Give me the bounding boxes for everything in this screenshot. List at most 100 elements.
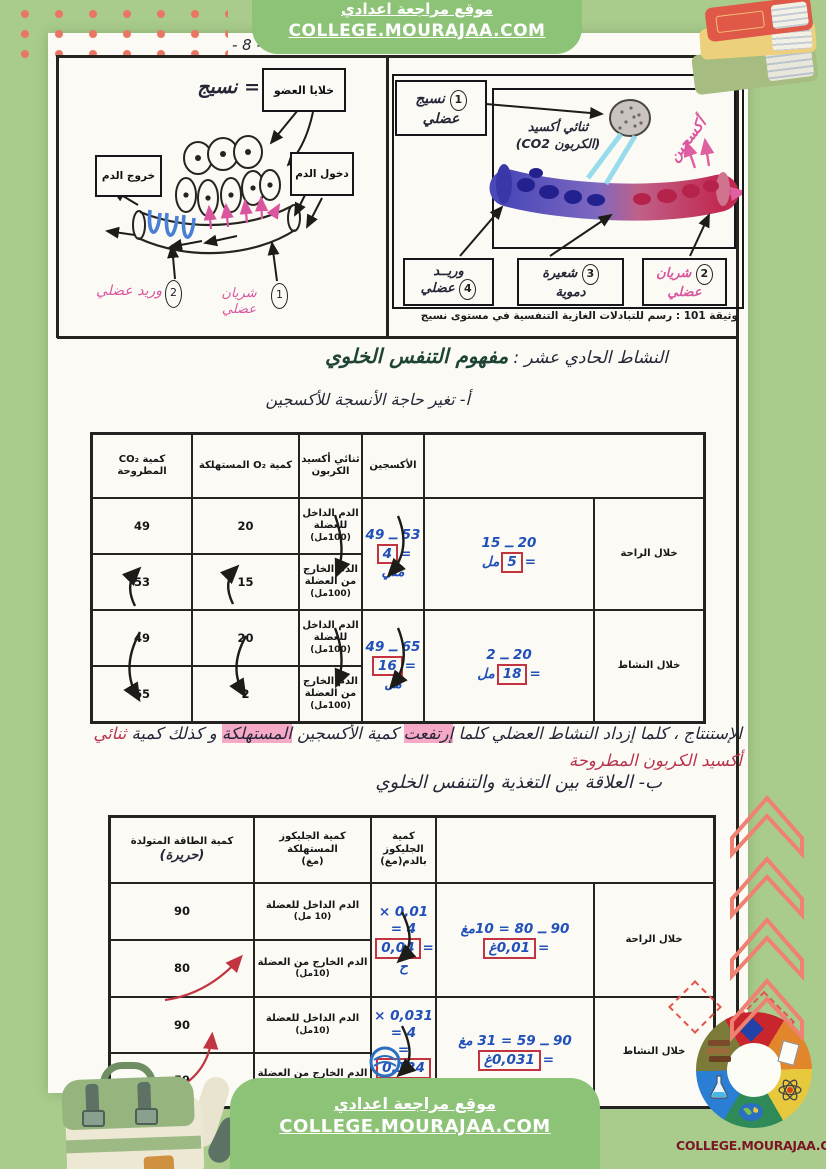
capillary-diagram-drawing xyxy=(459,99,742,257)
t1-rowlabel-rest: خلال الراحة xyxy=(594,498,704,610)
t1-value-co2-in-act: 49 xyxy=(92,610,192,666)
buckle xyxy=(135,1108,158,1125)
t2-header-empty xyxy=(436,817,714,883)
t1-value-co2-out-act: 65 xyxy=(92,666,192,722)
tissue-annotation: = نسيج xyxy=(197,76,260,98)
number-3-badge: 3 xyxy=(581,264,599,285)
frame-line-top xyxy=(57,55,737,58)
number-2-badge: 2 xyxy=(695,264,713,285)
frame-line-right xyxy=(736,55,739,1040)
cells-of-organ-label: خلايا العضو xyxy=(273,83,335,97)
footer-site-url: COLLEGE.MOURAJAA.COM xyxy=(279,1116,551,1137)
conclusion-paragraph: الإستنتاج ، كلما إزداد النشاط العضلي كلم… xyxy=(93,724,742,770)
t1-calc-o2-rest: 20 ــ 15 =5مل xyxy=(424,498,594,610)
cell-nuclei xyxy=(183,149,273,201)
footer-banner: موقع مراجعة اعدادي COLLEGE.MOURAJAA.COM xyxy=(230,1078,600,1169)
t1-value-o2-in-rest: 20 xyxy=(192,498,299,554)
t1-calc-o2-activity: 20 ــ 2 =18مل xyxy=(424,610,594,722)
chevron-up-icon xyxy=(730,977,804,1043)
blood-entry-label-box: دخول الدم xyxy=(290,152,354,196)
muscle-tissue-blob xyxy=(609,99,651,137)
t2-value-glu-in-rest: 90 xyxy=(110,883,254,940)
o2-pink-arrows xyxy=(203,195,281,230)
number-1-badge: 1 xyxy=(271,283,288,309)
highlighted-word: المستهلكة xyxy=(221,724,292,743)
notepad-icon xyxy=(777,1040,800,1066)
pointer-arrows xyxy=(459,103,710,257)
capillary-tube xyxy=(489,169,739,221)
deoxygenated-cells xyxy=(517,168,605,206)
t1-sublabel: الدم الداخل للعضلة (100مل) xyxy=(299,610,362,666)
vein-annotation: وريد عضلي xyxy=(95,283,162,299)
number-4-badge: 4 xyxy=(459,279,477,300)
globe-icon xyxy=(739,1103,763,1121)
logo-site-url: COLLEGE.MOURAJAA.COM xyxy=(676,1138,826,1153)
books-icon xyxy=(708,1040,730,1046)
t1-sublabel: الدم الداخل للعضلة (100مل) xyxy=(299,498,362,554)
t2-header-energy: كمية الطاقة المتولدة (حريرة) xyxy=(110,817,254,883)
tube-right-cap xyxy=(716,172,730,206)
muscle-tissue-label-box: 1 نسيج عضلي xyxy=(395,80,487,136)
highlighted-word: إرتفعت xyxy=(403,724,454,743)
t2-value-glu-in-act: 90 xyxy=(110,997,254,1053)
blood-entry-label: دخول الدم xyxy=(295,168,349,180)
conclusion-intro: الإستنتاج ، xyxy=(672,724,742,743)
t1-value-o2-in-act: 20 xyxy=(192,610,299,666)
t2-header-glucose-blood: كمية الجليكوز بالدم(مغ) xyxy=(371,817,436,883)
t1-header-o2: الأكسجين xyxy=(362,434,424,498)
header-banner: موقع مراجعة اعدادي COLLEGE.MOURAJAA.COM xyxy=(252,0,582,54)
subjects-wheel-logo xyxy=(696,1012,812,1128)
activity-title-number: النشاط الحادي عشر : xyxy=(513,348,668,368)
atom-icon xyxy=(778,1079,802,1101)
number-1-badge: 1 xyxy=(449,89,467,111)
t2-value-glu-out-rest: 80 xyxy=(110,940,254,997)
co2-annotation: ثنائي أكسيد (الكربون CO2) xyxy=(515,119,601,151)
co2-blue-arrows xyxy=(147,209,196,239)
gas-exchange-table: الأكسجين ثنائي أكسيد الكربون كمية O₂ الم… xyxy=(90,432,706,724)
blood-exit-label: خروج الدم xyxy=(101,170,156,182)
frame-line-middle xyxy=(57,336,737,339)
flask-icon xyxy=(710,1075,728,1099)
co2-transfer-lines xyxy=(586,132,638,186)
frame-line-divider xyxy=(386,56,389,337)
capillary-inner-frame xyxy=(492,88,736,249)
t1-value-co2-in-rest: 49 xyxy=(92,498,192,554)
chevron-up-icon xyxy=(730,855,804,921)
t2-calc-energy-rest: 0,01 × 4 = =0,04ح xyxy=(371,883,436,997)
footer-site-name-ar: موقع مراجعة اعدادي xyxy=(333,1094,497,1113)
t1-header-o2-consumed: كمية O₂ المستهلكة xyxy=(192,434,299,498)
t2-sublabel: الدم الداخل للعضلة (10مل) xyxy=(254,997,371,1053)
t2-rowlabel-rest: خلال الراحة xyxy=(594,883,714,997)
subtitle-b: ب- العلاقة بين التغذية والتنفس الخلوي xyxy=(375,772,662,793)
subtitle-a: أ- تغير حاجة الأنسجة للأكسجين xyxy=(265,390,470,409)
header-site-name-ar: موقع مراجعة اعدادي xyxy=(341,0,493,18)
header-site-url: COLLEGE.MOURAJAA.COM xyxy=(288,21,546,41)
chevron-up-icon xyxy=(730,794,804,860)
t1-sublabel: الدم الخارج من العضلة (100مل) xyxy=(299,666,362,722)
t1-header-empty xyxy=(424,434,704,498)
figure-caption: وثيقة 101 : رسم للتبادلات الغازية التنفس… xyxy=(420,310,738,322)
t1-calc-co2-activity: 65 ــ 49 =16مل xyxy=(362,610,424,722)
t1-rowlabel-activity: خلال النشاط xyxy=(594,610,704,722)
capillary-figure-frame xyxy=(392,74,744,309)
tube-left-cap xyxy=(496,164,512,204)
t1-header-co2: ثنائي أكسيد الكربون xyxy=(299,434,362,498)
t1-header-co2-released: كمية CO₂ المطروحة xyxy=(92,434,192,498)
frame-line-left xyxy=(56,55,59,338)
t2-header-glucose-consumed: كمية الجليكوز المستهلكة (مغ) xyxy=(254,817,371,883)
activity-title-topic: مفهوم التنفس الخلوي xyxy=(325,344,509,368)
buckle xyxy=(82,1110,105,1127)
glucose-energy-table: كمية الجليكوز بالدم(مغ) كمية الجليكوز ال… xyxy=(108,815,716,1109)
number-2-badge: 2 xyxy=(165,280,182,308)
artery-annotation: شريان عضلي xyxy=(221,286,257,317)
chevron-up-icon xyxy=(730,916,804,982)
capillary-label-box: 3 شعيرة دموية xyxy=(517,258,624,306)
tissue-cells xyxy=(175,135,281,217)
dot-pattern-decoration xyxy=(0,0,228,58)
t2-calc-consumed-rest: 90 ــ 80 = 10مغ =0,01غ xyxy=(436,883,594,997)
t2-sublabel: الدم الخارج من العضلة (10مل) xyxy=(254,940,371,997)
t1-value-o2-out-act: 2 xyxy=(192,666,299,722)
tissue-diagram-drawing xyxy=(105,109,323,282)
t2-sublabel: الدم الداخل للعضلة (10 مل) xyxy=(254,883,371,940)
